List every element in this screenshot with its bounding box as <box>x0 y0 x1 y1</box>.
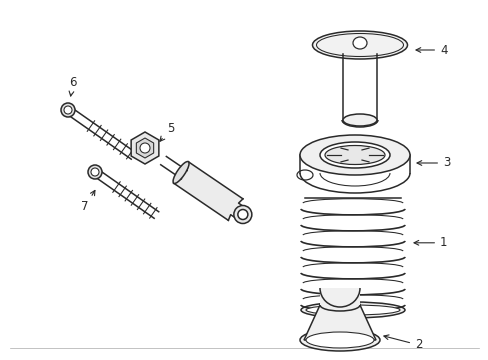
Circle shape <box>138 141 152 155</box>
Circle shape <box>91 168 99 176</box>
Polygon shape <box>136 138 153 158</box>
Ellipse shape <box>319 299 359 311</box>
Ellipse shape <box>301 302 404 318</box>
Text: 7: 7 <box>81 190 95 213</box>
Text: 1: 1 <box>413 236 447 249</box>
Text: 6: 6 <box>69 76 77 96</box>
Text: 3: 3 <box>416 157 449 170</box>
Ellipse shape <box>305 305 399 315</box>
Ellipse shape <box>305 332 373 348</box>
Ellipse shape <box>299 135 409 175</box>
Circle shape <box>140 143 150 153</box>
Polygon shape <box>131 132 159 164</box>
Ellipse shape <box>325 145 384 165</box>
Text: 2: 2 <box>383 335 422 351</box>
Circle shape <box>237 210 247 220</box>
Ellipse shape <box>342 114 376 126</box>
Ellipse shape <box>319 142 389 168</box>
Ellipse shape <box>312 31 407 59</box>
Polygon shape <box>173 162 243 220</box>
Circle shape <box>233 206 251 224</box>
Circle shape <box>64 106 72 114</box>
Text: 5: 5 <box>160 122 174 141</box>
Circle shape <box>61 103 75 117</box>
Ellipse shape <box>352 37 366 49</box>
Ellipse shape <box>299 329 379 351</box>
Polygon shape <box>319 288 359 305</box>
Text: 4: 4 <box>415 44 447 57</box>
Polygon shape <box>304 305 375 340</box>
Ellipse shape <box>173 162 189 184</box>
Circle shape <box>88 165 102 179</box>
